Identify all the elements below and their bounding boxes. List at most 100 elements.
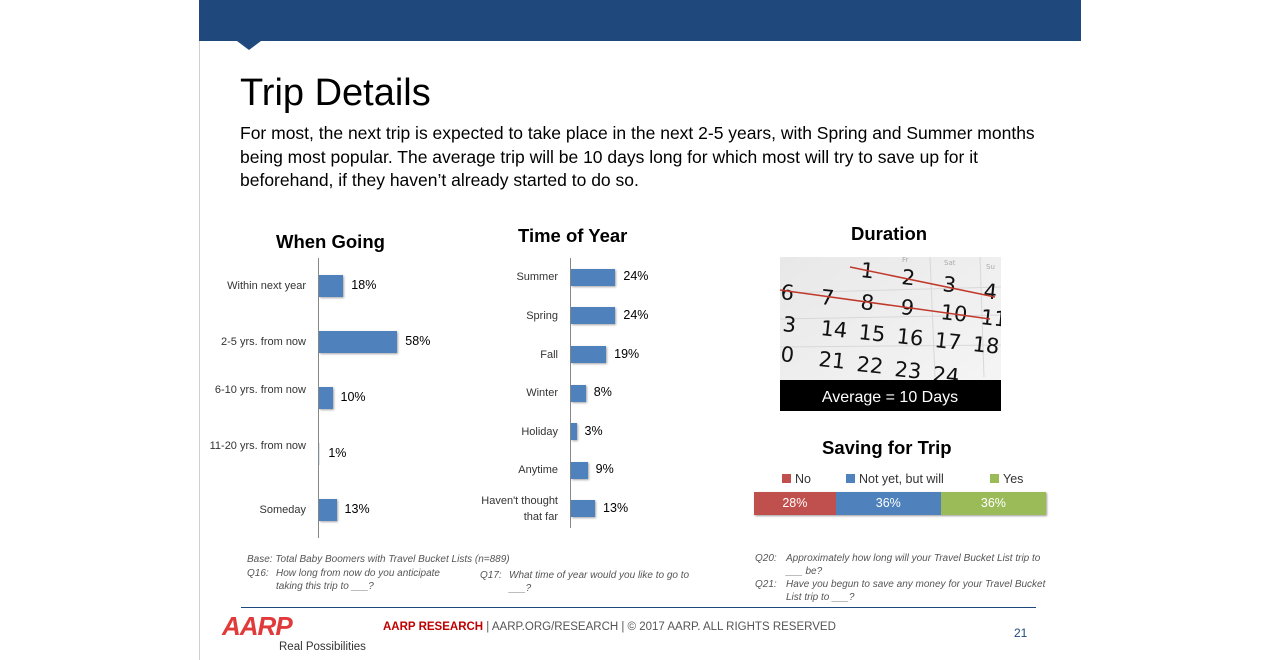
time-of-year-category-label: Summer: [516, 271, 558, 284]
when-going-category-label: Within next year: [227, 280, 306, 292]
when-going-category-label: Someday: [259, 504, 306, 516]
time-of-year-category-label: Holiday: [521, 425, 558, 438]
time-of-year-title: Time of Year: [518, 225, 628, 246]
calendar-day: 15: [857, 320, 886, 347]
when-going-category-label: 6-10 yrs. from now: [214, 384, 306, 396]
legend-label: Yes: [1003, 472, 1024, 486]
footer-copyright: | AARP.ORG/RESEARCH | © 2017 AARP. ALL R…: [483, 621, 836, 633]
time-of-year-value-label: 19%: [614, 346, 640, 361]
calendar-day: 14: [819, 316, 848, 343]
when-going-bar: [319, 443, 321, 465]
calendar-day: 7: [819, 285, 835, 310]
calendar-day: 18: [971, 332, 1000, 359]
calendar-day: 3: [781, 312, 797, 337]
footnote-q17: What time of year would you like to go t…: [509, 570, 690, 594]
footnote-q21-num: Q21:: [755, 579, 777, 590]
time-of-year-bar: [571, 500, 596, 518]
time-of-year-category-label: Winter: [526, 387, 558, 400]
calendar-day: 3: [941, 272, 957, 297]
strike-line: [849, 266, 996, 298]
time-of-year-bar: [571, 268, 616, 286]
time-of-year-category-label: Spring: [526, 309, 558, 322]
time-of-year-value-label: 8%: [593, 385, 612, 400]
saving-segment: 36%: [940, 492, 1046, 515]
footnote-q20: Approximately how long will your Travel …: [786, 553, 1041, 577]
when-going-bar: [319, 331, 398, 353]
footnote-base: Base: Total Baby Boomers with Travel Buc…: [247, 554, 510, 565]
calendar-day: 2: [900, 265, 916, 290]
calendar-day: 21: [817, 347, 846, 374]
time-of-year-value-label: 9%: [595, 462, 614, 477]
when-going-value-label: 18%: [351, 278, 377, 292]
calendar-day: 22: [855, 352, 884, 379]
logo-wordmark: AARP: [222, 611, 293, 641]
page-number: 21: [1014, 626, 1028, 640]
logo-tagline: Real Possibilities: [279, 641, 366, 653]
saving-title: Saving for Trip: [822, 437, 952, 458]
when-going-value-label: 13%: [344, 502, 370, 516]
page-title: Trip Details: [240, 72, 431, 114]
when-going-bar: [319, 499, 337, 521]
footer-text: AARP RESEARCH | AARP.ORG/RESEARCH | © 20…: [383, 621, 836, 633]
header-notch: [237, 41, 261, 50]
calendar-day: 11: [979, 305, 1001, 332]
saving-segment: 36%: [835, 492, 941, 515]
time-of-year-value-label: 13%: [603, 500, 629, 515]
legend-not-yet: Not yet, but will: [846, 472, 944, 486]
calendar-day: 4: [982, 279, 998, 304]
slide-edge: [199, 41, 200, 660]
saving-segment: 28%: [754, 492, 836, 515]
calendar-day: 16: [895, 324, 924, 351]
legend-swatch: [846, 474, 855, 483]
time-of-year-bar: [571, 423, 577, 441]
time-of-year-bar: [571, 384, 586, 402]
footnote-q20-num: Q20:: [755, 553, 777, 564]
calendar-day: 23: [893, 357, 922, 384]
when-going-category-label: 2-5 yrs. from now: [221, 336, 306, 348]
when-going-category-label: 11-20 yrs. from now: [209, 440, 306, 452]
calendar-day: 6: [780, 280, 795, 305]
cal-day-header: Fr: [902, 257, 909, 264]
legend-no: No: [782, 472, 811, 486]
time-of-year-category-label: Haven't thought that far: [481, 494, 558, 523]
legend-yes: Yes: [990, 472, 1023, 486]
duration-title: Duration: [851, 223, 928, 244]
when-going-value-label: 10%: [340, 390, 366, 404]
calendar-illustration: Fr Sat Su 123467891011314151617180212223…: [780, 257, 1001, 411]
time-of-year-axis: [570, 258, 571, 529]
when-going-axis: [318, 258, 319, 538]
calendar-day: 17: [933, 328, 962, 355]
time-of-year-category-label: Fall: [540, 348, 558, 361]
legend-label: No: [795, 472, 811, 486]
time-of-year-category-label: Anytime: [518, 464, 558, 477]
footer-rule: [241, 607, 1036, 608]
strike-line: [780, 289, 991, 320]
when-going-title: When Going: [276, 231, 385, 252]
time-of-year-value-label: 24%: [623, 307, 649, 322]
duration-caption: Average = 10 Days: [822, 389, 958, 406]
legend-label: Not yet, but will: [859, 472, 944, 486]
footnote-q16: How long from now do you anticipate taki…: [276, 568, 440, 592]
legend-swatch: [782, 474, 791, 483]
footnote-q16-num: Q16:: [247, 568, 269, 579]
aarp-logo: AARP Real Possibilities: [222, 611, 366, 653]
cal-day-header: Su: [986, 263, 995, 271]
header-bar: [199, 0, 1081, 41]
calendar-image: Fr Sat Su 123467891011314151617180212223…: [780, 257, 1001, 411]
when-going-bar: [319, 387, 333, 409]
footnote-q21: Have you begun to save any money for you…: [786, 579, 1046, 603]
when-going-bar: [319, 275, 344, 297]
page-subtitle: For most, the next trip is expected to t…: [240, 123, 1035, 190]
time-of-year-bar: [571, 307, 616, 325]
saving-stacked-bar: 28% 36% 36%: [754, 492, 1046, 515]
when-going-value-label: 58%: [405, 334, 431, 348]
when-going-value-label: 1%: [328, 446, 347, 460]
time-of-year-value-label: 24%: [623, 269, 649, 284]
calendar-day: 0: [780, 342, 795, 367]
footer-research: AARP RESEARCH: [383, 621, 484, 633]
cal-day-header: Sat: [944, 259, 956, 267]
footnote-q17-num: Q17:: [480, 570, 502, 581]
time-of-year-bar: [571, 346, 607, 363]
time-of-year-value-label: 3%: [584, 423, 603, 438]
legend-swatch: [990, 474, 999, 483]
